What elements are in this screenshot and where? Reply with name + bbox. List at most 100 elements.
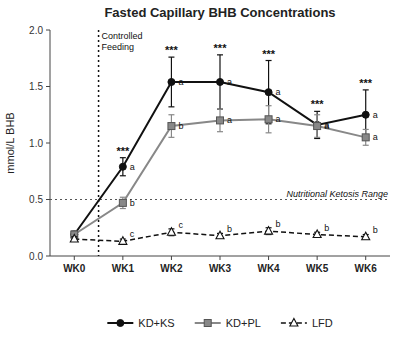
error-bar-cap bbox=[168, 114, 174, 115]
letter-label: a bbox=[130, 162, 135, 172]
error-bar-cap bbox=[168, 57, 174, 58]
letter-label: b bbox=[178, 121, 183, 131]
significance-label: *** bbox=[262, 48, 276, 60]
error-bar bbox=[363, 129, 369, 145]
x-tick-label: WK6 bbox=[355, 263, 378, 274]
point bbox=[119, 163, 126, 170]
x-tick-label: WK0 bbox=[63, 263, 86, 274]
letter-label: c bbox=[178, 220, 183, 230]
letter-label: a bbox=[373, 110, 378, 120]
annotation-line: Feeding bbox=[102, 42, 135, 52]
y-tick bbox=[46, 199, 50, 200]
error-bar-cap bbox=[168, 106, 174, 107]
error-bar-cap bbox=[266, 60, 272, 61]
error-bar-cap bbox=[217, 54, 223, 55]
y-tick-label: 0.5 bbox=[29, 194, 43, 205]
series-line bbox=[74, 231, 365, 241]
annotation: Nutritional Ketosis Range bbox=[286, 189, 388, 199]
letter-label: a bbox=[276, 114, 281, 124]
x-tick bbox=[171, 256, 172, 260]
error-bar-cap bbox=[314, 138, 320, 139]
x-tick bbox=[317, 256, 318, 260]
chart: Fasted Capillary BHB Concentrations mmol/… bbox=[0, 0, 400, 339]
x-tick bbox=[268, 256, 269, 260]
y-tick-label: 0.0 bbox=[29, 251, 43, 262]
significance-label: *** bbox=[359, 77, 373, 89]
error-bar-cap bbox=[266, 132, 272, 133]
annotation-line: Controlled bbox=[102, 31, 143, 41]
point bbox=[70, 235, 78, 243]
y-tick bbox=[46, 256, 50, 257]
significance-label: *** bbox=[311, 98, 325, 110]
point bbox=[168, 78, 175, 85]
x-tick-label: WK4 bbox=[257, 263, 280, 274]
letter-label: a bbox=[324, 121, 329, 131]
letter-label: b bbox=[276, 219, 281, 229]
error-bar-cap bbox=[314, 114, 320, 115]
x-tick bbox=[365, 256, 366, 260]
letter-label: a bbox=[227, 115, 232, 125]
y-axis bbox=[50, 30, 51, 256]
error-bar-cap bbox=[168, 137, 174, 138]
point bbox=[314, 123, 321, 130]
letter-label: b bbox=[130, 198, 135, 208]
significance-label: *** bbox=[165, 44, 179, 56]
title: Fasted Capillary BHB Concentrations bbox=[104, 5, 335, 20]
x-tick-label: WK3 bbox=[209, 263, 232, 274]
error-bar bbox=[217, 109, 223, 132]
x-tick bbox=[122, 256, 123, 260]
error-bar-cap bbox=[266, 105, 272, 106]
error-bar-cap bbox=[314, 137, 320, 138]
point bbox=[313, 230, 321, 238]
letter-label: c bbox=[130, 229, 135, 239]
significance-label: *** bbox=[116, 145, 130, 157]
significance-label: *** bbox=[214, 42, 228, 54]
letter-label: b bbox=[227, 224, 232, 234]
legend-marker bbox=[117, 320, 124, 327]
point bbox=[167, 228, 175, 236]
reference-line bbox=[50, 199, 390, 200]
plot-data bbox=[70, 55, 369, 244]
letter-label: a bbox=[178, 77, 183, 87]
point bbox=[217, 117, 224, 124]
x-tick-label: WK2 bbox=[160, 263, 183, 274]
legend: KD+KS KD+PL LFD bbox=[107, 317, 332, 329]
legend-marker bbox=[290, 318, 298, 326]
x-tick-label: WK5 bbox=[306, 263, 329, 274]
letter-label: a bbox=[276, 87, 281, 97]
y-tick bbox=[46, 86, 50, 87]
error-bar-cap bbox=[120, 208, 126, 209]
error-bar-cap bbox=[217, 108, 223, 109]
legend-item: KD+PL bbox=[195, 317, 261, 329]
error-bar bbox=[266, 106, 272, 133]
error-bar-cap bbox=[120, 157, 126, 158]
legend-label: KD+KS bbox=[138, 317, 174, 329]
error-bar-cap bbox=[363, 145, 369, 146]
y-tick-label: 1.5 bbox=[29, 81, 43, 92]
error-bar-cap bbox=[217, 131, 223, 132]
x-tick-label: WK1 bbox=[112, 263, 135, 274]
error-bar bbox=[120, 158, 126, 176]
y-tick bbox=[46, 30, 50, 31]
reference-line bbox=[98, 30, 100, 256]
letter-label: a bbox=[227, 77, 232, 87]
y-axis-label: mmol/L BHB bbox=[4, 112, 16, 173]
error-bar-cap bbox=[120, 197, 126, 198]
letter-label: b bbox=[324, 223, 329, 233]
point bbox=[265, 116, 272, 123]
point bbox=[168, 123, 175, 130]
point bbox=[265, 227, 273, 235]
x-tick bbox=[74, 256, 75, 260]
error-bar-cap bbox=[217, 108, 223, 109]
annotation: ControlledFeeding bbox=[102, 31, 143, 52]
legend-item: LFD bbox=[281, 317, 333, 329]
point bbox=[216, 231, 224, 239]
error-bar-cap bbox=[120, 175, 126, 176]
legend-label: KD+PL bbox=[226, 317, 261, 329]
error-bar-cap bbox=[314, 111, 320, 112]
y-tick-label: 1.0 bbox=[29, 138, 43, 149]
x-tick bbox=[220, 256, 221, 260]
error-bar bbox=[314, 115, 320, 138]
error-bar bbox=[168, 115, 174, 138]
error-bar bbox=[168, 57, 174, 107]
